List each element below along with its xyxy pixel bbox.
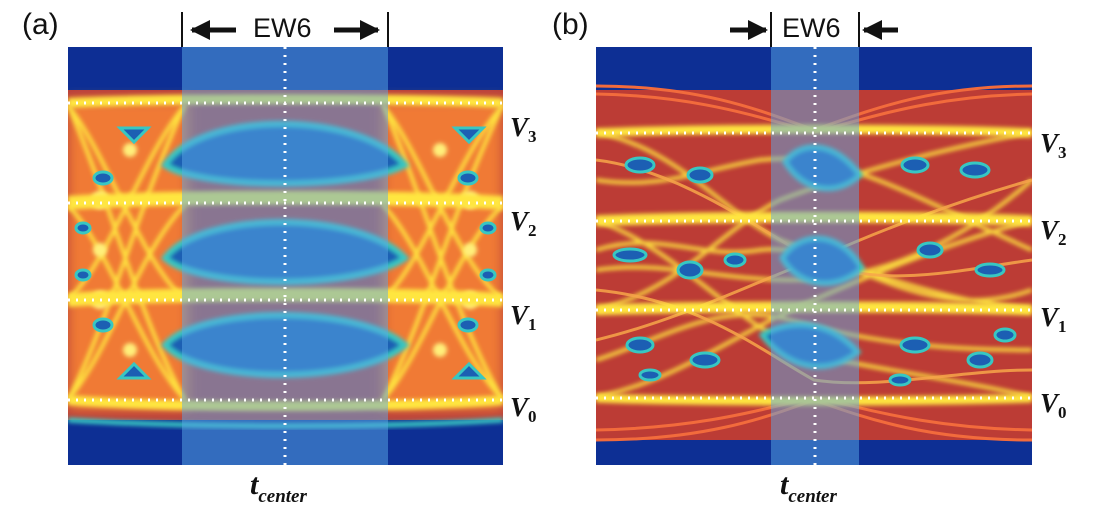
panel-b-label: (b) xyxy=(552,8,589,41)
panel-a-x-label: tcenter xyxy=(250,468,307,507)
panel-a-level-guides xyxy=(68,47,503,465)
panel-b-window-bracket xyxy=(770,12,860,47)
panel-b-eye-diagram xyxy=(596,12,1032,465)
panel-a-window-bracket xyxy=(181,12,389,47)
panel-b-level-v0: V0 xyxy=(1040,388,1067,422)
panel-a-window-label: EW6 xyxy=(253,13,312,43)
panel-b-window-label: EW6 xyxy=(782,13,841,43)
panel-a-label: (a) xyxy=(22,8,59,41)
panel-a-level-v2: V2 xyxy=(510,206,537,240)
panel-a-level-v3: V3 xyxy=(510,112,537,146)
panel-b-level-v1: V1 xyxy=(1040,302,1067,336)
panel-a-eye-diagram xyxy=(68,12,503,465)
panel-b-level-guides xyxy=(596,47,1032,465)
panel-a-level-v0: V0 xyxy=(510,392,537,426)
panel-a-level-v1: V1 xyxy=(510,300,537,334)
panel-b-x-label: tcenter xyxy=(780,468,837,507)
panel-b-level-v2: V2 xyxy=(1040,215,1067,249)
panel-b-level-v3: V3 xyxy=(1040,128,1067,162)
